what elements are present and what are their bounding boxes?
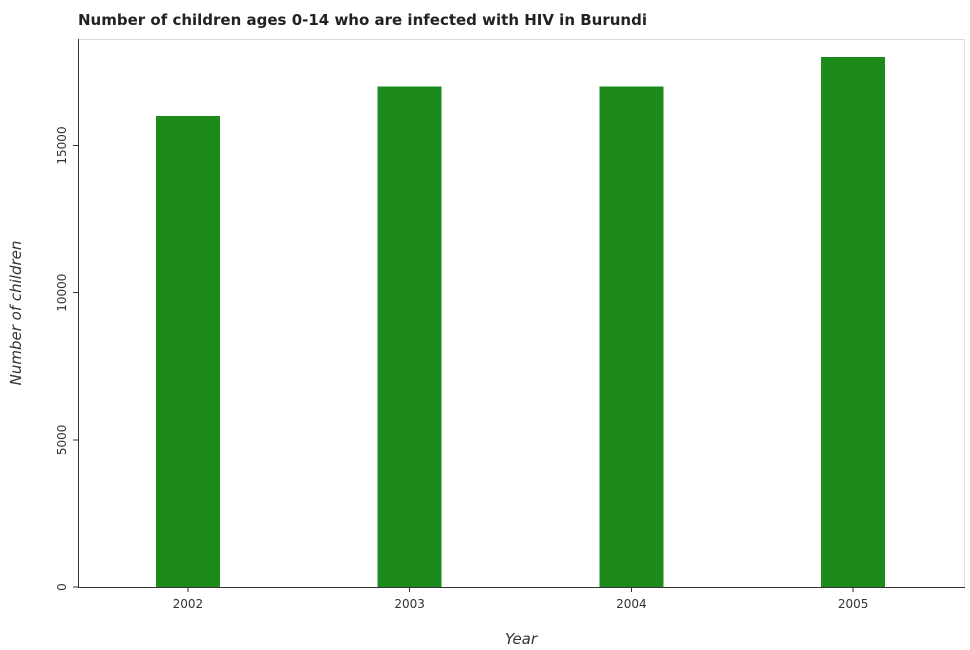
y-axis-label: Number of children	[7, 241, 25, 386]
y-tick-label-5000: 5000	[55, 425, 69, 456]
x-axis: 2002 2003 2004 2005	[78, 587, 965, 611]
y-tick-label-10000: 10000	[55, 274, 69, 312]
bars	[155, 57, 886, 587]
bar-2002	[155, 116, 220, 587]
x-tick-label-2005: 2005	[838, 597, 869, 611]
y-axis: 0 5000 10000 15000	[55, 39, 79, 591]
y-tick-label-15000: 15000	[55, 126, 69, 164]
x-tick-label-2004: 2004	[616, 597, 647, 611]
x-tick-label-2003: 2003	[394, 597, 425, 611]
bar-2004	[599, 86, 664, 587]
x-tick-label-2002: 2002	[173, 597, 204, 611]
bar-2003	[377, 86, 442, 587]
chart-title: Number of children ages 0-14 who are inf…	[78, 11, 647, 29]
y-tick-label-0: 0	[55, 583, 69, 591]
bar-2005	[821, 57, 886, 587]
x-axis-label: Year	[505, 630, 538, 648]
